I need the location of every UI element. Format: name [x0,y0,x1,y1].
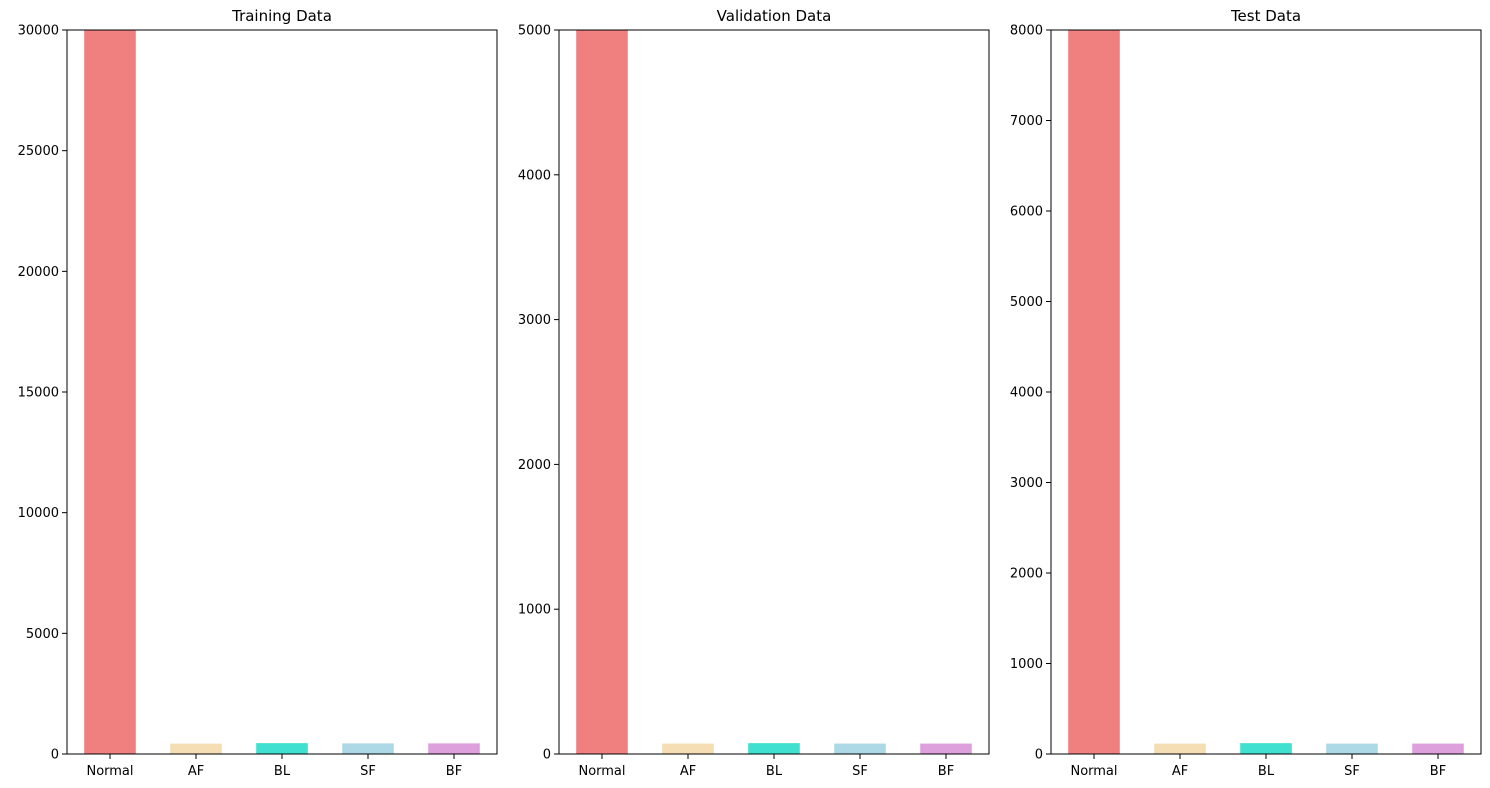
y-tick-label: 3000 [1010,476,1043,491]
x-tick-label-normal: Normal [1070,764,1117,779]
y-tick-label: 2000 [1010,567,1043,582]
chart-panel-2: 0 1000 2000 3000 4000 5000 Normal AF BL SF BF Valid… [518,7,990,779]
bar-normal [1068,30,1120,754]
y-tick-label: 4000 [1010,386,1043,401]
bar-bl [1240,743,1292,754]
y-tick-label: 2000 [518,458,551,473]
bar-sf [1326,743,1378,754]
x-tick-label-bl: BL [1258,764,1275,779]
y-tick-label: 1000 [1010,657,1043,672]
x-tick-label-af: AF [1172,764,1188,779]
bar-bf [920,743,972,754]
x-tick-label-bl: BL [274,764,291,779]
bar-sf [342,743,394,754]
x-tick-label-sf: SF [852,764,868,779]
x-tick-label-bl: BL [766,764,783,779]
y-tick-label: 5000 [1010,295,1043,310]
x-tick-label-sf: SF [1344,764,1360,779]
x-tick-label-af: AF [188,764,204,779]
bar-af [170,743,222,754]
y-tick-label: 10000 [18,506,59,521]
y-tick-label: 0 [1035,748,1043,763]
bar-bl [256,743,308,754]
chart-title: Test Data [1230,7,1301,25]
bar-af [1154,743,1206,754]
bar-normal [84,30,136,754]
y-tick-label: 6000 [1010,205,1043,220]
chart-panel-1: 0 5000 10000 15000 20000 25000 30000 Normal AF BL… [18,7,498,779]
y-tick-label: 7000 [1010,114,1043,129]
y-tick-label: 4000 [518,168,551,183]
y-tick-label: 15000 [18,386,59,401]
bar-bl [748,743,800,754]
chart-title: Validation Data [717,7,832,25]
x-tick-label-normal: Normal [86,764,133,779]
x-tick-label-normal: Normal [578,764,625,779]
y-tick-label: 20000 [18,265,59,280]
chart-panel-3: 0 1000 2000 3000 4000 5000 6000 7000 8000 Normal A… [1010,7,1482,779]
x-tick-label-bf: BF [1430,764,1446,779]
x-tick-label-bf: BF [938,764,954,779]
x-tick-label-sf: SF [360,764,376,779]
y-tick-label: 0 [51,748,59,763]
bar-bf [428,743,480,754]
y-tick-label: 25000 [18,144,59,159]
x-tick-label-bf: BF [446,764,462,779]
bar-af [662,743,714,754]
bar-bf [1412,743,1464,754]
y-tick-label: 5000 [26,627,59,642]
y-tick-label: 3000 [518,313,551,328]
y-tick-label: 30000 [18,24,59,39]
y-tick-label: 0 [543,748,551,763]
chart-title: Training Data [231,7,332,25]
y-tick-label: 5000 [518,24,551,39]
bar-normal [576,30,628,754]
y-tick-label: 8000 [1010,24,1043,39]
y-tick-label: 1000 [518,603,551,618]
bar-sf [834,743,886,754]
x-tick-label-af: AF [680,764,696,779]
